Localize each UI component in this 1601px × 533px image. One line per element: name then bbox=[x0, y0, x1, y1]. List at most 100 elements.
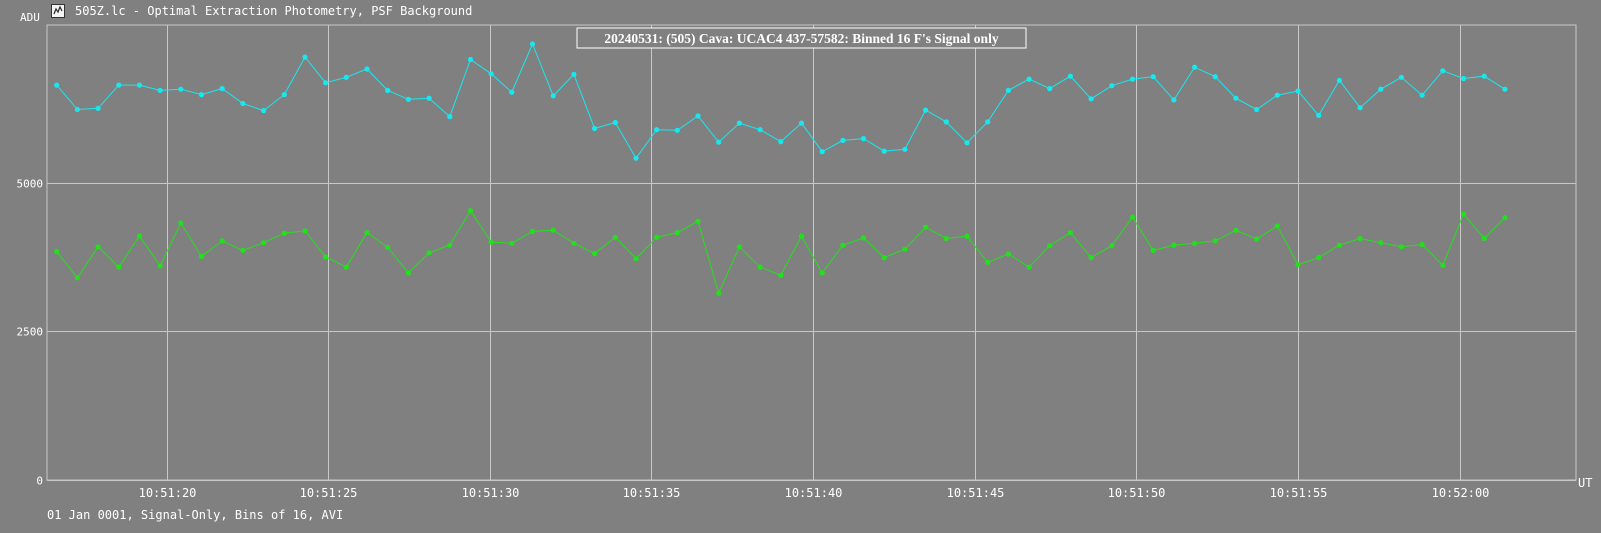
data-point-cyan bbox=[261, 108, 267, 114]
data-point-green bbox=[1378, 240, 1384, 246]
data-point-green bbox=[819, 270, 825, 276]
data-point-green bbox=[1047, 243, 1053, 249]
data-point-green bbox=[1316, 255, 1322, 261]
data-point-green bbox=[157, 263, 163, 269]
data-point-cyan bbox=[136, 82, 143, 88]
data-point-cyan bbox=[1336, 77, 1342, 83]
data-point-cyan bbox=[1502, 86, 1508, 92]
data-point-green bbox=[592, 250, 598, 256]
data-point-cyan bbox=[1357, 105, 1363, 111]
data-point-green bbox=[509, 240, 515, 246]
data-point-green bbox=[343, 264, 349, 270]
data-point-green bbox=[736, 244, 743, 250]
data-point-cyan bbox=[1295, 88, 1301, 94]
data-point-green bbox=[1502, 215, 1508, 221]
data-point-cyan bbox=[343, 74, 349, 80]
data-point-cyan bbox=[178, 86, 184, 92]
data-point-green bbox=[178, 220, 184, 226]
data-point-green bbox=[405, 270, 411, 276]
data-point-green bbox=[385, 244, 391, 250]
data-point-cyan bbox=[240, 100, 246, 107]
data-point-green bbox=[467, 208, 474, 214]
data-point-cyan bbox=[302, 54, 308, 60]
data-point-cyan bbox=[405, 96, 411, 102]
data-point-cyan bbox=[385, 87, 391, 93]
data-point-cyan bbox=[95, 105, 101, 111]
data-point-cyan bbox=[281, 92, 287, 98]
data-point-cyan bbox=[467, 56, 474, 63]
data-point-green bbox=[1129, 214, 1136, 220]
y-tick-label: 2500 bbox=[17, 326, 44, 339]
data-point-cyan bbox=[219, 86, 225, 92]
data-point-cyan bbox=[364, 66, 370, 72]
data-point-green bbox=[612, 234, 618, 240]
data-point-green bbox=[1192, 240, 1198, 246]
data-point-cyan bbox=[881, 148, 887, 154]
data-point-cyan bbox=[323, 80, 329, 86]
data-point-green bbox=[633, 256, 639, 262]
y-tick-label: 5000 bbox=[17, 178, 44, 191]
y-tick-label: 0 bbox=[36, 475, 43, 488]
data-point-cyan bbox=[1460, 75, 1467, 82]
y-tick-labels: 0 2500 5000 bbox=[17, 178, 44, 488]
data-point-cyan bbox=[1109, 83, 1115, 89]
data-point-green bbox=[1067, 230, 1073, 236]
status-footer: 01 Jan 0001, Signal-Only, Bins of 16, AV… bbox=[47, 508, 344, 522]
data-point-cyan bbox=[157, 87, 163, 93]
data-point-green bbox=[281, 230, 287, 236]
data-point-cyan bbox=[1192, 64, 1198, 70]
data-point-cyan bbox=[592, 125, 598, 132]
data-point-cyan bbox=[1067, 73, 1073, 79]
x-axis-label: UT bbox=[1578, 476, 1592, 490]
data-point-cyan bbox=[1316, 112, 1322, 118]
data-point-cyan bbox=[488, 71, 494, 77]
data-point-green bbox=[323, 254, 329, 260]
data-point-cyan bbox=[550, 93, 556, 99]
title-bar: 505Z.lc - Optimal Extraction Photometry,… bbox=[0, 0, 1601, 24]
data-point-green bbox=[447, 242, 453, 248]
x-tick-label: 10:51:20 bbox=[139, 486, 197, 500]
data-point-cyan bbox=[74, 106, 80, 113]
data-point-green bbox=[1419, 241, 1425, 248]
lightcurve-app-icon[interactable] bbox=[51, 4, 65, 18]
data-point-green bbox=[902, 246, 908, 252]
data-point-cyan bbox=[964, 140, 970, 146]
data-point-green bbox=[1233, 227, 1239, 233]
data-point-green bbox=[95, 244, 101, 250]
x-tick-label: 10:51:45 bbox=[947, 486, 1005, 500]
data-point-green bbox=[778, 272, 784, 278]
chart-title-box: 20240531: (505) Cava: UCAC4 437-57582: B… bbox=[576, 27, 1027, 49]
data-point-green bbox=[757, 264, 763, 270]
data-point-green bbox=[654, 234, 660, 240]
data-point-green bbox=[674, 230, 680, 236]
data-point-cyan bbox=[1233, 95, 1239, 101]
data-point-green bbox=[1336, 242, 1342, 248]
data-point-green bbox=[302, 228, 308, 234]
data-point-green bbox=[923, 224, 929, 230]
x-tick-label: 10:51:30 bbox=[462, 486, 520, 500]
data-point-green bbox=[798, 233, 805, 239]
data-point-green bbox=[1150, 247, 1156, 253]
data-point-cyan bbox=[1378, 86, 1384, 92]
x-tick-label: 10:51:50 bbox=[1108, 486, 1166, 500]
x-tick-label: 10:51:40 bbox=[785, 486, 843, 500]
series bbox=[54, 41, 1508, 296]
data-point-green bbox=[74, 275, 80, 281]
data-point-cyan bbox=[1088, 96, 1094, 102]
chart-title: 20240531: (505) Cava: UCAC4 437-57582: B… bbox=[604, 31, 998, 46]
data-point-green bbox=[1440, 262, 1446, 268]
data-point-cyan bbox=[736, 120, 743, 126]
data-point-cyan bbox=[819, 149, 825, 155]
data-point-cyan bbox=[716, 139, 722, 145]
data-point-green bbox=[1212, 238, 1218, 244]
data-point-cyan bbox=[1274, 92, 1280, 98]
data-point-cyan bbox=[1047, 86, 1053, 92]
data-point-green bbox=[529, 228, 536, 234]
data-point-cyan bbox=[943, 119, 949, 125]
data-point-cyan bbox=[1440, 68, 1446, 74]
x-tick-label: 10:52:00 bbox=[1432, 486, 1490, 500]
data-point-green bbox=[1005, 251, 1012, 257]
data-point-green bbox=[1398, 244, 1404, 250]
data-point-green bbox=[240, 247, 246, 253]
x-tick-label: 10:51:35 bbox=[623, 486, 681, 500]
